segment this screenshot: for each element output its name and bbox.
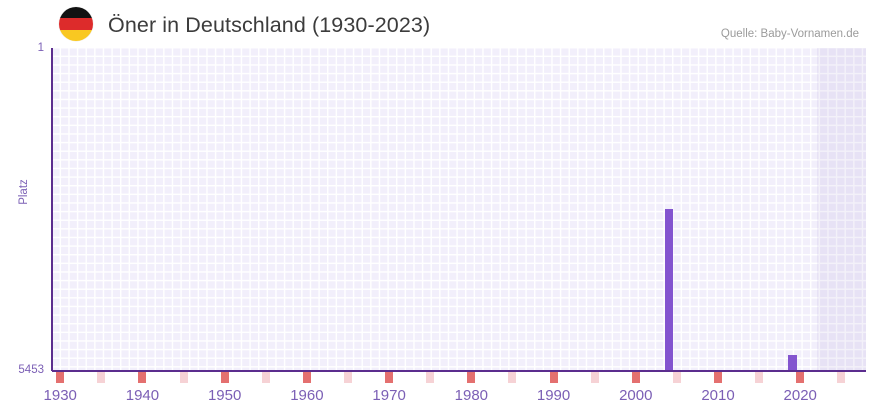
x-tick-major	[549, 372, 558, 383]
x-tick-minor	[179, 372, 188, 383]
x-tick-minor	[344, 372, 352, 383]
flag-band-gold	[59, 29, 93, 41]
x-tick-minor	[426, 372, 435, 383]
x-tick-minor	[590, 372, 599, 383]
x-tick-major	[796, 372, 805, 383]
x-tick-major	[220, 372, 229, 383]
x-axis-line	[52, 370, 866, 372]
x-tick-major	[385, 372, 394, 383]
y-axis-label-bottom: 5453	[18, 364, 44, 376]
x-tick-minor	[672, 372, 681, 383]
y-axis-title: Platz	[18, 179, 30, 205]
x-axis-tick-label: 1980	[454, 387, 489, 404]
x-tick-major	[302, 372, 311, 383]
x-tick-minor	[755, 372, 764, 383]
flag-band-black	[59, 7, 93, 19]
x-tick-minor	[837, 372, 846, 383]
x-tick-minor	[97, 372, 106, 383]
y-axis-line	[51, 48, 53, 371]
shaded-future-region	[816, 48, 866, 371]
flag-band-red	[59, 18, 93, 30]
x-axis-tick-strip	[52, 372, 866, 383]
plot-area	[52, 48, 866, 371]
x-tick-major	[714, 372, 722, 383]
x-axis-tick-label: 1990	[536, 387, 571, 404]
german-flag-icon	[59, 7, 93, 41]
x-tick-major	[138, 372, 147, 383]
source-label: Quelle: Baby-Vornamen.de	[720, 28, 859, 40]
x-tick-major	[467, 372, 476, 383]
x-axis-tick-label: 1940	[125, 387, 160, 404]
x-axis-tick-label: 1960	[290, 387, 324, 404]
x-axis-tick-label: 2010	[701, 387, 735, 404]
x-tick-minor	[508, 372, 517, 383]
y-axis-label-top: 1	[37, 42, 44, 54]
x-tick-major	[56, 372, 65, 383]
x-axis-tick-label: 1970	[372, 387, 406, 404]
bar	[788, 354, 797, 371]
x-axis-tick-label: 2000	[619, 387, 653, 404]
x-axis-tick-label: 1930	[43, 387, 77, 404]
x-axis-tick-label: 1950	[207, 387, 242, 404]
x-tick-minor	[261, 372, 270, 383]
bar	[664, 208, 674, 371]
chart-title: Öner in Deutschland (1930-2023)	[108, 13, 431, 37]
x-axis-tick-label: 2020	[783, 387, 817, 404]
x-tick-major	[631, 372, 640, 383]
